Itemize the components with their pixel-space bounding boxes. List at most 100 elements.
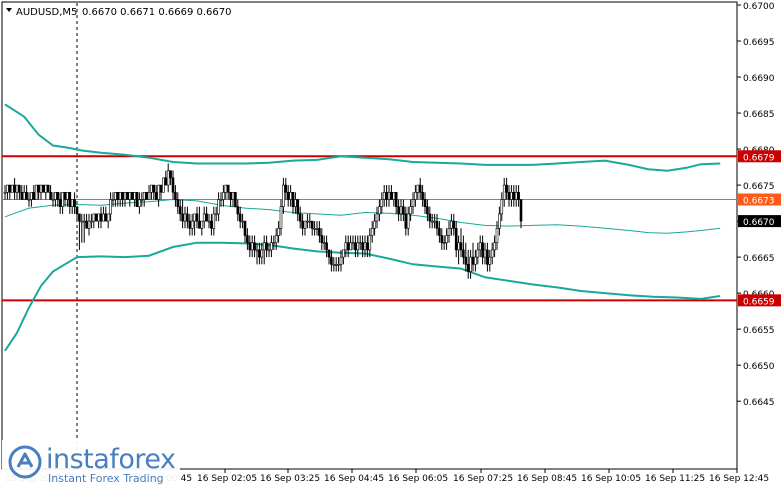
candle-body (111, 199, 115, 201)
candle-body (454, 228, 458, 251)
candle-body (164, 177, 168, 186)
candle-body (114, 191, 117, 200)
candle-body (61, 191, 64, 207)
candle-body (358, 242, 362, 245)
candle-body (430, 220, 434, 223)
candle-body (517, 191, 520, 200)
candle-body (262, 242, 266, 251)
candle-body (44, 184, 48, 193)
candle-body (162, 177, 165, 193)
candle-body (246, 235, 249, 244)
level-price-label: 0.6673 (743, 196, 775, 206)
candle-body (397, 206, 400, 215)
candle-body (13, 184, 16, 193)
candle-body (363, 242, 367, 251)
candle-body (90, 220, 93, 223)
candle-body (234, 191, 237, 207)
candle-body (82, 220, 86, 223)
candle-body (351, 242, 355, 245)
candle-body (339, 256, 343, 265)
candle-body (373, 220, 376, 229)
candle-body (447, 228, 451, 236)
candle-body (330, 256, 333, 265)
candle-body (255, 249, 259, 252)
candle-body (46, 184, 50, 193)
candle-body (478, 242, 482, 251)
candle-body (409, 206, 412, 215)
candle-body (248, 242, 252, 251)
candle-body (193, 213, 196, 222)
candle-body (75, 206, 79, 215)
candle-body (423, 199, 427, 207)
candle-body (202, 213, 206, 222)
candle-body (490, 249, 494, 258)
candle-body (63, 191, 67, 200)
current-price-label: 0.6670 (743, 218, 775, 228)
candle-body (416, 184, 420, 193)
candle-body (308, 220, 312, 223)
candle-body (466, 264, 470, 272)
candle-body (20, 191, 24, 200)
candle-body (128, 191, 132, 200)
candle-body (421, 191, 424, 200)
candle-body (92, 213, 96, 222)
candle-body (145, 191, 148, 200)
candle-body (190, 220, 194, 229)
candle-body (418, 184, 422, 193)
candle-body (306, 220, 309, 223)
candle-body (301, 220, 304, 229)
x-tick-label: 16 Sep 04:45 (324, 474, 384, 484)
level-price-label: 0.6659 (743, 297, 775, 307)
candle-body (303, 220, 307, 229)
candle-body (327, 249, 331, 258)
candle-body (6, 184, 9, 193)
candle-body (219, 199, 223, 201)
candle-body (325, 242, 328, 251)
candle-body (73, 199, 76, 207)
candle-body (337, 264, 340, 266)
candle-body (483, 249, 487, 258)
candle-body (411, 199, 415, 207)
candle-body (178, 206, 182, 215)
candle-body (214, 213, 218, 216)
level-price-label: 0.6679 (743, 153, 775, 163)
candle-body (334, 264, 338, 266)
candle-body (464, 256, 468, 265)
candle-body (260, 249, 264, 258)
candle-body (154, 191, 158, 200)
candle-body (109, 199, 112, 215)
y-tick-label: 0.6690 (743, 74, 775, 84)
y-tick-label: 0.6665 (743, 254, 775, 264)
candle-body (85, 220, 88, 229)
candle-body (426, 206, 429, 215)
candle-body (243, 220, 247, 236)
level-price-tag (738, 294, 781, 307)
candle-body (140, 199, 144, 201)
candle-body (231, 191, 235, 200)
candle-body (498, 213, 501, 229)
candle-body (394, 191, 398, 207)
candle-body (298, 213, 302, 222)
candle-body (519, 199, 523, 222)
candle-body (97, 213, 100, 222)
candle-body (78, 213, 81, 222)
candle-body (289, 191, 292, 200)
x-tick-label: 16 Sep 12:45 (709, 474, 769, 484)
candle-body (10, 184, 14, 193)
candle-body (469, 256, 472, 272)
candle-body (270, 242, 273, 251)
instaforex-logo-icon (8, 445, 42, 479)
candle-body (385, 191, 388, 200)
x-tick-label: 16 Sep 03:25 (260, 474, 320, 484)
candle-body (106, 213, 110, 222)
candle-body (349, 242, 352, 251)
candle-body (390, 191, 393, 200)
candle-body (123, 191, 127, 200)
candle-body (198, 220, 201, 229)
candle-body (507, 191, 511, 200)
candle-body (34, 184, 38, 200)
current-price-tag (738, 215, 781, 228)
y-tick-label: 0.6685 (743, 110, 775, 120)
candle-body (176, 199, 180, 207)
